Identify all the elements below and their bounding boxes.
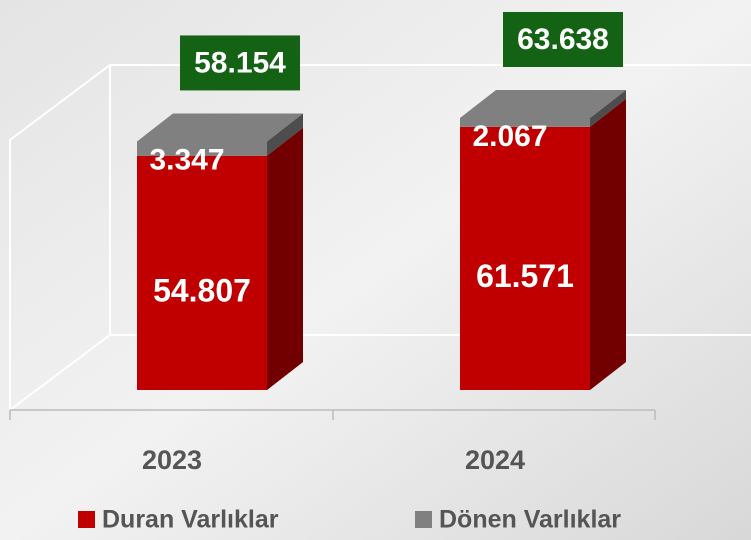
bar-side-shade [267, 127, 303, 391]
bar-side [590, 90, 626, 127]
bar-side-shade [267, 113, 303, 156]
bar-side-shade [590, 98, 626, 391]
bar-segment [137, 155, 267, 390]
value-label: 61.571 [476, 258, 574, 294]
legend-label: Dönen Varlıklar [439, 506, 621, 534]
legend-swatch [415, 511, 432, 528]
total-label: 63.638 [517, 23, 609, 56]
bar-side [267, 127, 303, 391]
value-label: 3.347 [149, 143, 224, 176]
legend-swatch [78, 511, 95, 528]
total-box [503, 12, 623, 67]
value-label: 2.067 [472, 120, 547, 153]
x-tick-label: 2023 [142, 445, 202, 475]
bar-side [590, 98, 626, 391]
bar-segment [460, 126, 590, 391]
bar-side [267, 113, 303, 156]
bar-segment [137, 141, 267, 156]
total-label: 58.154 [194, 46, 286, 79]
value-label: 54.807 [153, 272, 251, 308]
floor-axis [9, 409, 656, 420]
legend-label: Duran Varlıklar [102, 506, 279, 534]
bar-segment [460, 118, 590, 127]
bar-top [460, 90, 626, 118]
bar-side-shade [590, 90, 626, 127]
x-tick-label: 2024 [465, 445, 525, 475]
bar-top [137, 113, 303, 142]
total-box [180, 35, 300, 91]
